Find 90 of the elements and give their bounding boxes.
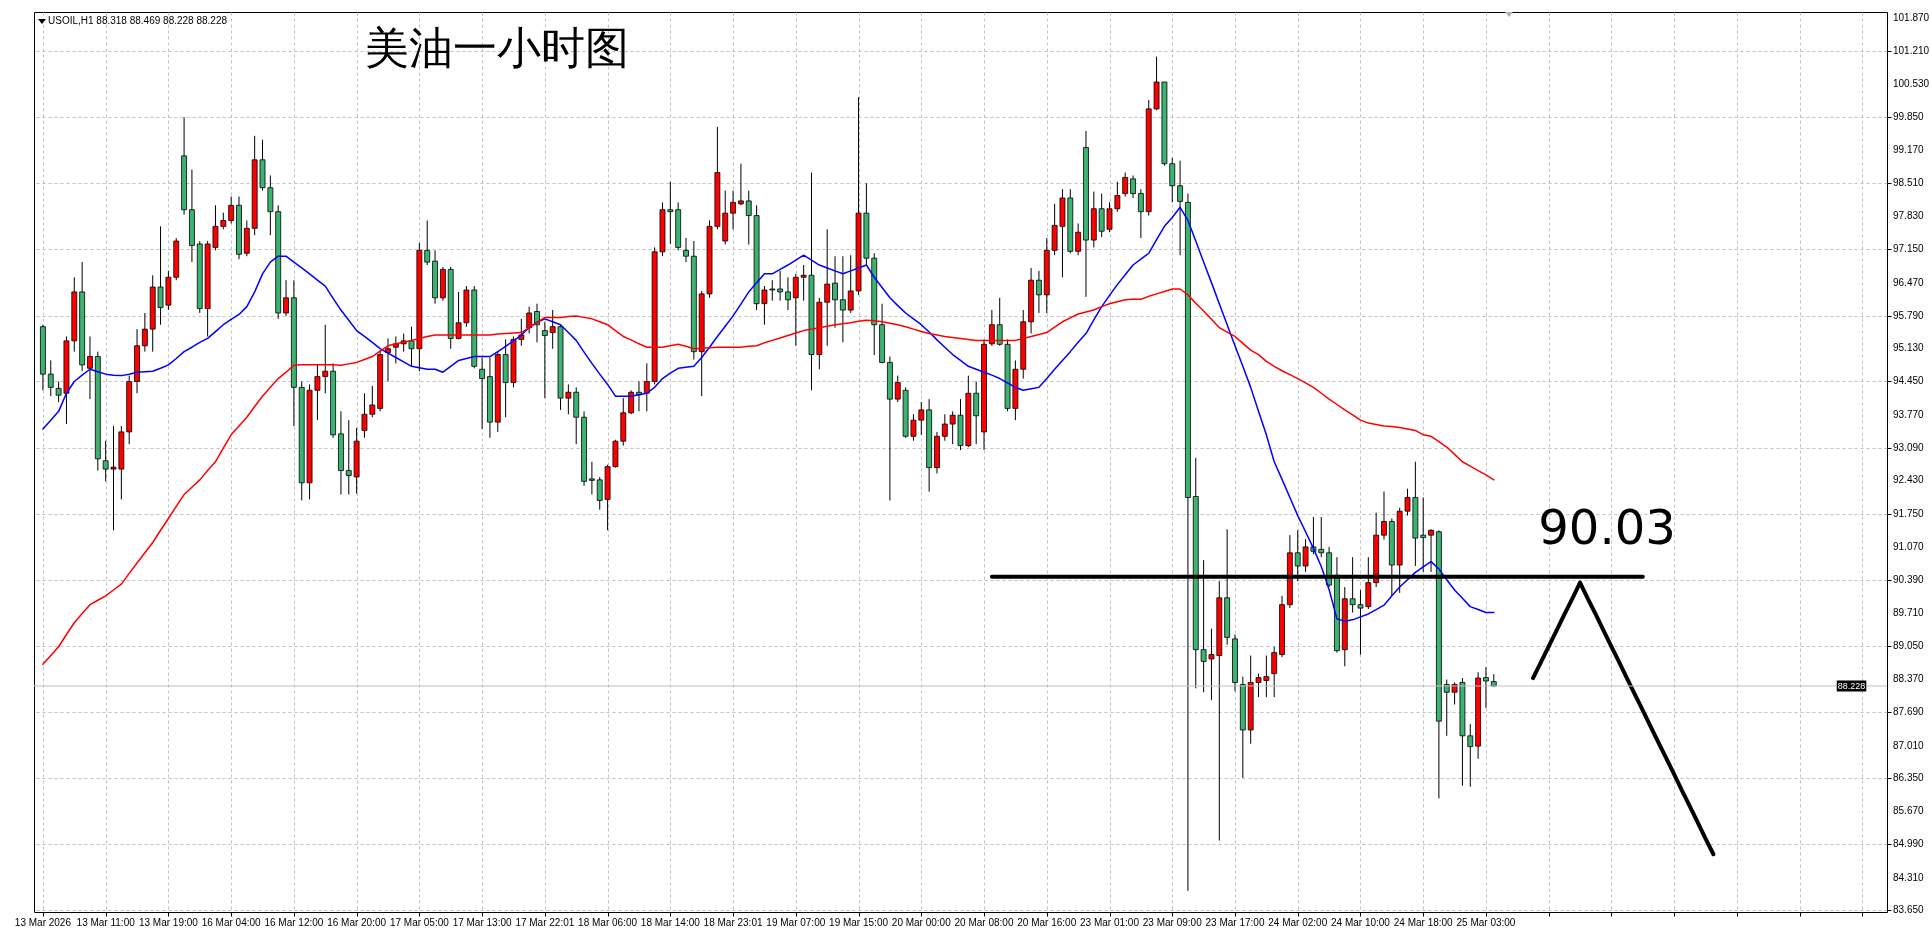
- candlestick: [973, 380, 980, 445]
- y-tick-label: 88.370: [1893, 673, 1925, 685]
- x-tick-label: 23 Mar 17:00: [1205, 917, 1265, 928]
- candlestick: [988, 309, 995, 347]
- candlestick: [1428, 528, 1434, 573]
- x-tick-label: 24 Mar 02:00: [1268, 917, 1328, 928]
- y-tick-label: 94.450: [1893, 375, 1925, 387]
- chart-title: 美油一小时图: [365, 22, 629, 73]
- y-tick-label: 83.650: [1893, 904, 1925, 916]
- x-tick-label: 13 Mar 19:00: [138, 917, 199, 928]
- x-tick-label: 25 Mar 03:00: [1456, 917, 1516, 928]
- candlestick: [730, 190, 736, 230]
- candlestick: [1271, 646, 1278, 698]
- y-tick-label: 95.790: [1893, 309, 1925, 321]
- candlestick: [1122, 172, 1129, 197]
- candlestick: [283, 279, 289, 317]
- x-tick-label: 19 Mar 15:00: [829, 917, 889, 928]
- y-tick-label: 89.710: [1893, 607, 1925, 619]
- y-tick-label: 91.750: [1893, 507, 1925, 519]
- candlestick: [518, 318, 525, 347]
- x-tick-label: 18 Mar 14:00: [640, 917, 701, 928]
- y-tick-label: 91.070: [1893, 540, 1925, 552]
- candlestick: [526, 306, 533, 335]
- line-series: [1531, 580, 1716, 857]
- y-tick-label: 100.530: [1893, 77, 1930, 89]
- candlestick: [1137, 188, 1144, 239]
- candlestick: [839, 255, 846, 343]
- y-tick-label: 99.850: [1893, 111, 1925, 123]
- candlestick: [1177, 160, 1183, 256]
- x-tick-label: 16 Mar 04:00: [201, 917, 262, 928]
- y-tick-label: 95.130: [1893, 342, 1925, 354]
- x-tick-label: 16 Mar 12:00: [264, 917, 324, 928]
- y-tick-label: 92.430: [1893, 474, 1925, 486]
- y-tick-label: 84.310: [1893, 871, 1925, 883]
- y-tick-label: 93.090: [1893, 442, 1925, 454]
- candlestick: [941, 413, 948, 442]
- candlestick: [392, 335, 399, 364]
- y-tick-label: 99.170: [1893, 144, 1925, 156]
- x-tick-label: 18 Mar 06:00: [578, 917, 638, 928]
- y-tick-label: 84.990: [1893, 838, 1925, 850]
- candlestick: [1036, 270, 1042, 314]
- y-tick-label: 90.390: [1893, 574, 1925, 586]
- candlestick: [738, 163, 744, 206]
- candlestick: [589, 461, 595, 496]
- candlestick: [785, 276, 791, 311]
- y-tick-label: 93.770: [1893, 408, 1925, 420]
- y-tick-label: 87.690: [1893, 706, 1925, 718]
- y-tick-label: 85.670: [1893, 805, 1925, 817]
- candlestick: [1130, 174, 1136, 199]
- x-tick-label: 20 Mar 00:00: [891, 917, 952, 928]
- ref-line-label: 88.228: [1837, 681, 1866, 691]
- x-tick-label: 20 Mar 08:00: [954, 917, 1014, 928]
- y-tick-label: 101.210: [1893, 44, 1930, 56]
- chart-subtitle: USOIL,H1 88.318 88.469 88.228 88.228: [48, 15, 228, 26]
- x-tick-label: 23 Mar 01:00: [1080, 917, 1140, 928]
- x-tick-label: 24 Mar 18:00: [1393, 917, 1454, 928]
- x-tick-label: 20 Mar 16:00: [1017, 917, 1077, 928]
- y-tick-label: 87.010: [1893, 739, 1925, 751]
- candlestick: [1483, 666, 1489, 709]
- candlestick: [385, 337, 391, 382]
- x-tick-label: 23 Mar 09:00: [1142, 917, 1203, 928]
- x-tick-label: 17 Mar 05:00: [389, 917, 450, 928]
- x-tick-label: 17 Mar 22:01: [515, 917, 575, 928]
- y-tick-label: 98.510: [1893, 176, 1925, 188]
- candlestick: [1381, 491, 1387, 541]
- x-tick-label: 17 Mar 13:00: [452, 917, 512, 928]
- candlestick: [777, 270, 784, 302]
- line-series: [42, 206, 1495, 623]
- y-tick-label: 96.470: [1893, 276, 1925, 288]
- candlestick: [228, 196, 235, 224]
- x-tick-label: 24 Mar 10:00: [1331, 917, 1391, 928]
- x-tick-label: 19 Mar 07:00: [766, 917, 826, 928]
- candlestick: [541, 321, 548, 399]
- y-tick-label: 86.350: [1893, 771, 1925, 783]
- candlestick: [832, 255, 838, 329]
- candlestick: [87, 335, 93, 400]
- x-tick-label: 13 Mar 11:00: [76, 917, 136, 928]
- y-tick-label: 101.870: [1893, 12, 1930, 24]
- x-tick-label: 16 Mar 20:00: [327, 917, 387, 928]
- candlestick: [47, 359, 54, 397]
- x-tick-label: 13 Mar 2026: [14, 917, 72, 928]
- y-tick-label: 97.830: [1893, 210, 1925, 222]
- candlestick: [479, 357, 485, 430]
- y-tick-label: 97.150: [1893, 243, 1925, 255]
- candlestick: [683, 237, 689, 263]
- candlestick: [1075, 222, 1082, 256]
- x-tick-label: 18 Mar 23:01: [703, 917, 763, 928]
- candlestick: [141, 312, 148, 353]
- y-tick-label: 89.050: [1893, 639, 1925, 651]
- annotation: 90.03: [1538, 499, 1676, 555]
